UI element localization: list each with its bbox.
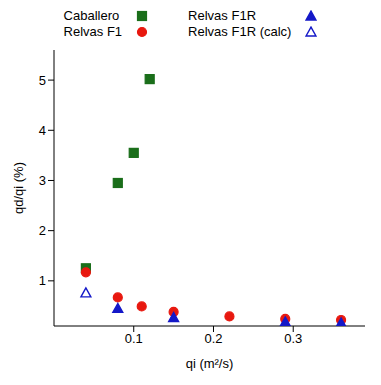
svg-text:qd/qi (%): qd/qi (%) bbox=[11, 162, 26, 214]
html-text:Relvas F1: Relvas F1 bbox=[63, 24, 123, 39]
svg-text:4: 4 bbox=[39, 123, 46, 138]
svg-text:qi (m²/s): qi (m²/s) bbox=[186, 356, 234, 371]
svg-text:3: 3 bbox=[39, 173, 46, 188]
html-text:Caballero: Caballero bbox=[63, 8, 120, 23]
svg-text:0.2: 0.2 bbox=[204, 331, 222, 346]
svg-text:2: 2 bbox=[39, 223, 46, 238]
html-text:Relvas F1R: Relvas F1R bbox=[188, 8, 256, 23]
svg-text:5: 5 bbox=[39, 73, 46, 88]
svg-text:0.1: 0.1 bbox=[125, 331, 143, 346]
html-text:Relvas F1R (calc): Relvas F1R (calc) bbox=[188, 24, 292, 39]
svg-text:1: 1 bbox=[39, 273, 46, 288]
svg-text:0.3: 0.3 bbox=[284, 331, 302, 346]
